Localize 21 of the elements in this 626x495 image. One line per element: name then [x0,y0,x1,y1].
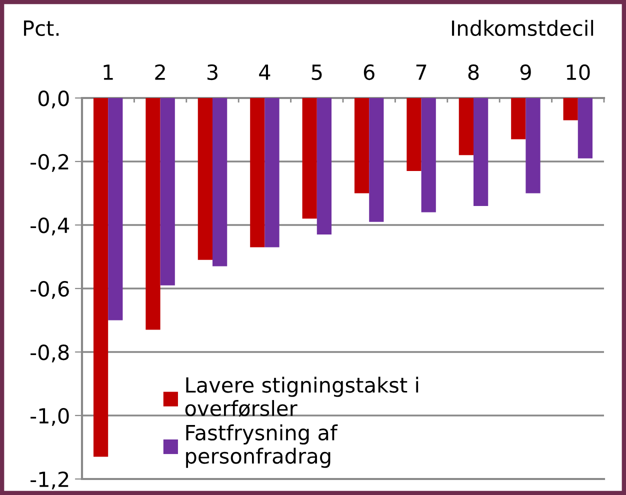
y-tick-label: -0,2 [30,154,68,172]
x-tick-label: 9 [520,64,531,80]
x-axis-title: Indkomstdecil [452,20,594,36]
y-axis-title: Pct. [24,20,59,36]
y-tick-label: -0,8 [30,344,69,362]
x-tick-label: 4 [259,64,270,80]
y-tick-label: -0,4 [30,217,70,236]
y-tick-label: -1,0 [30,408,69,426]
x-tick-label: 6 [364,64,374,80]
legend-label: Fastfrysning af personfradrag [186,424,338,468]
legend-label: Lavere stigningstakst i overførsler [185,376,418,417]
x-tick-label: 5 [312,64,322,80]
y-tick-label: -1,2 [30,471,68,490]
x-tick-label: 1 [104,64,113,80]
y-tick-label: 0,0 [38,90,69,108]
x-tick-label: 8 [468,64,479,80]
y-tick-label: -0,6 [30,280,69,299]
x-tick-label: 7 [416,64,426,80]
x-tick-label: 2 [155,64,165,80]
x-tick-label: 10 [566,64,590,80]
x-tick-label: 3 [207,64,218,80]
